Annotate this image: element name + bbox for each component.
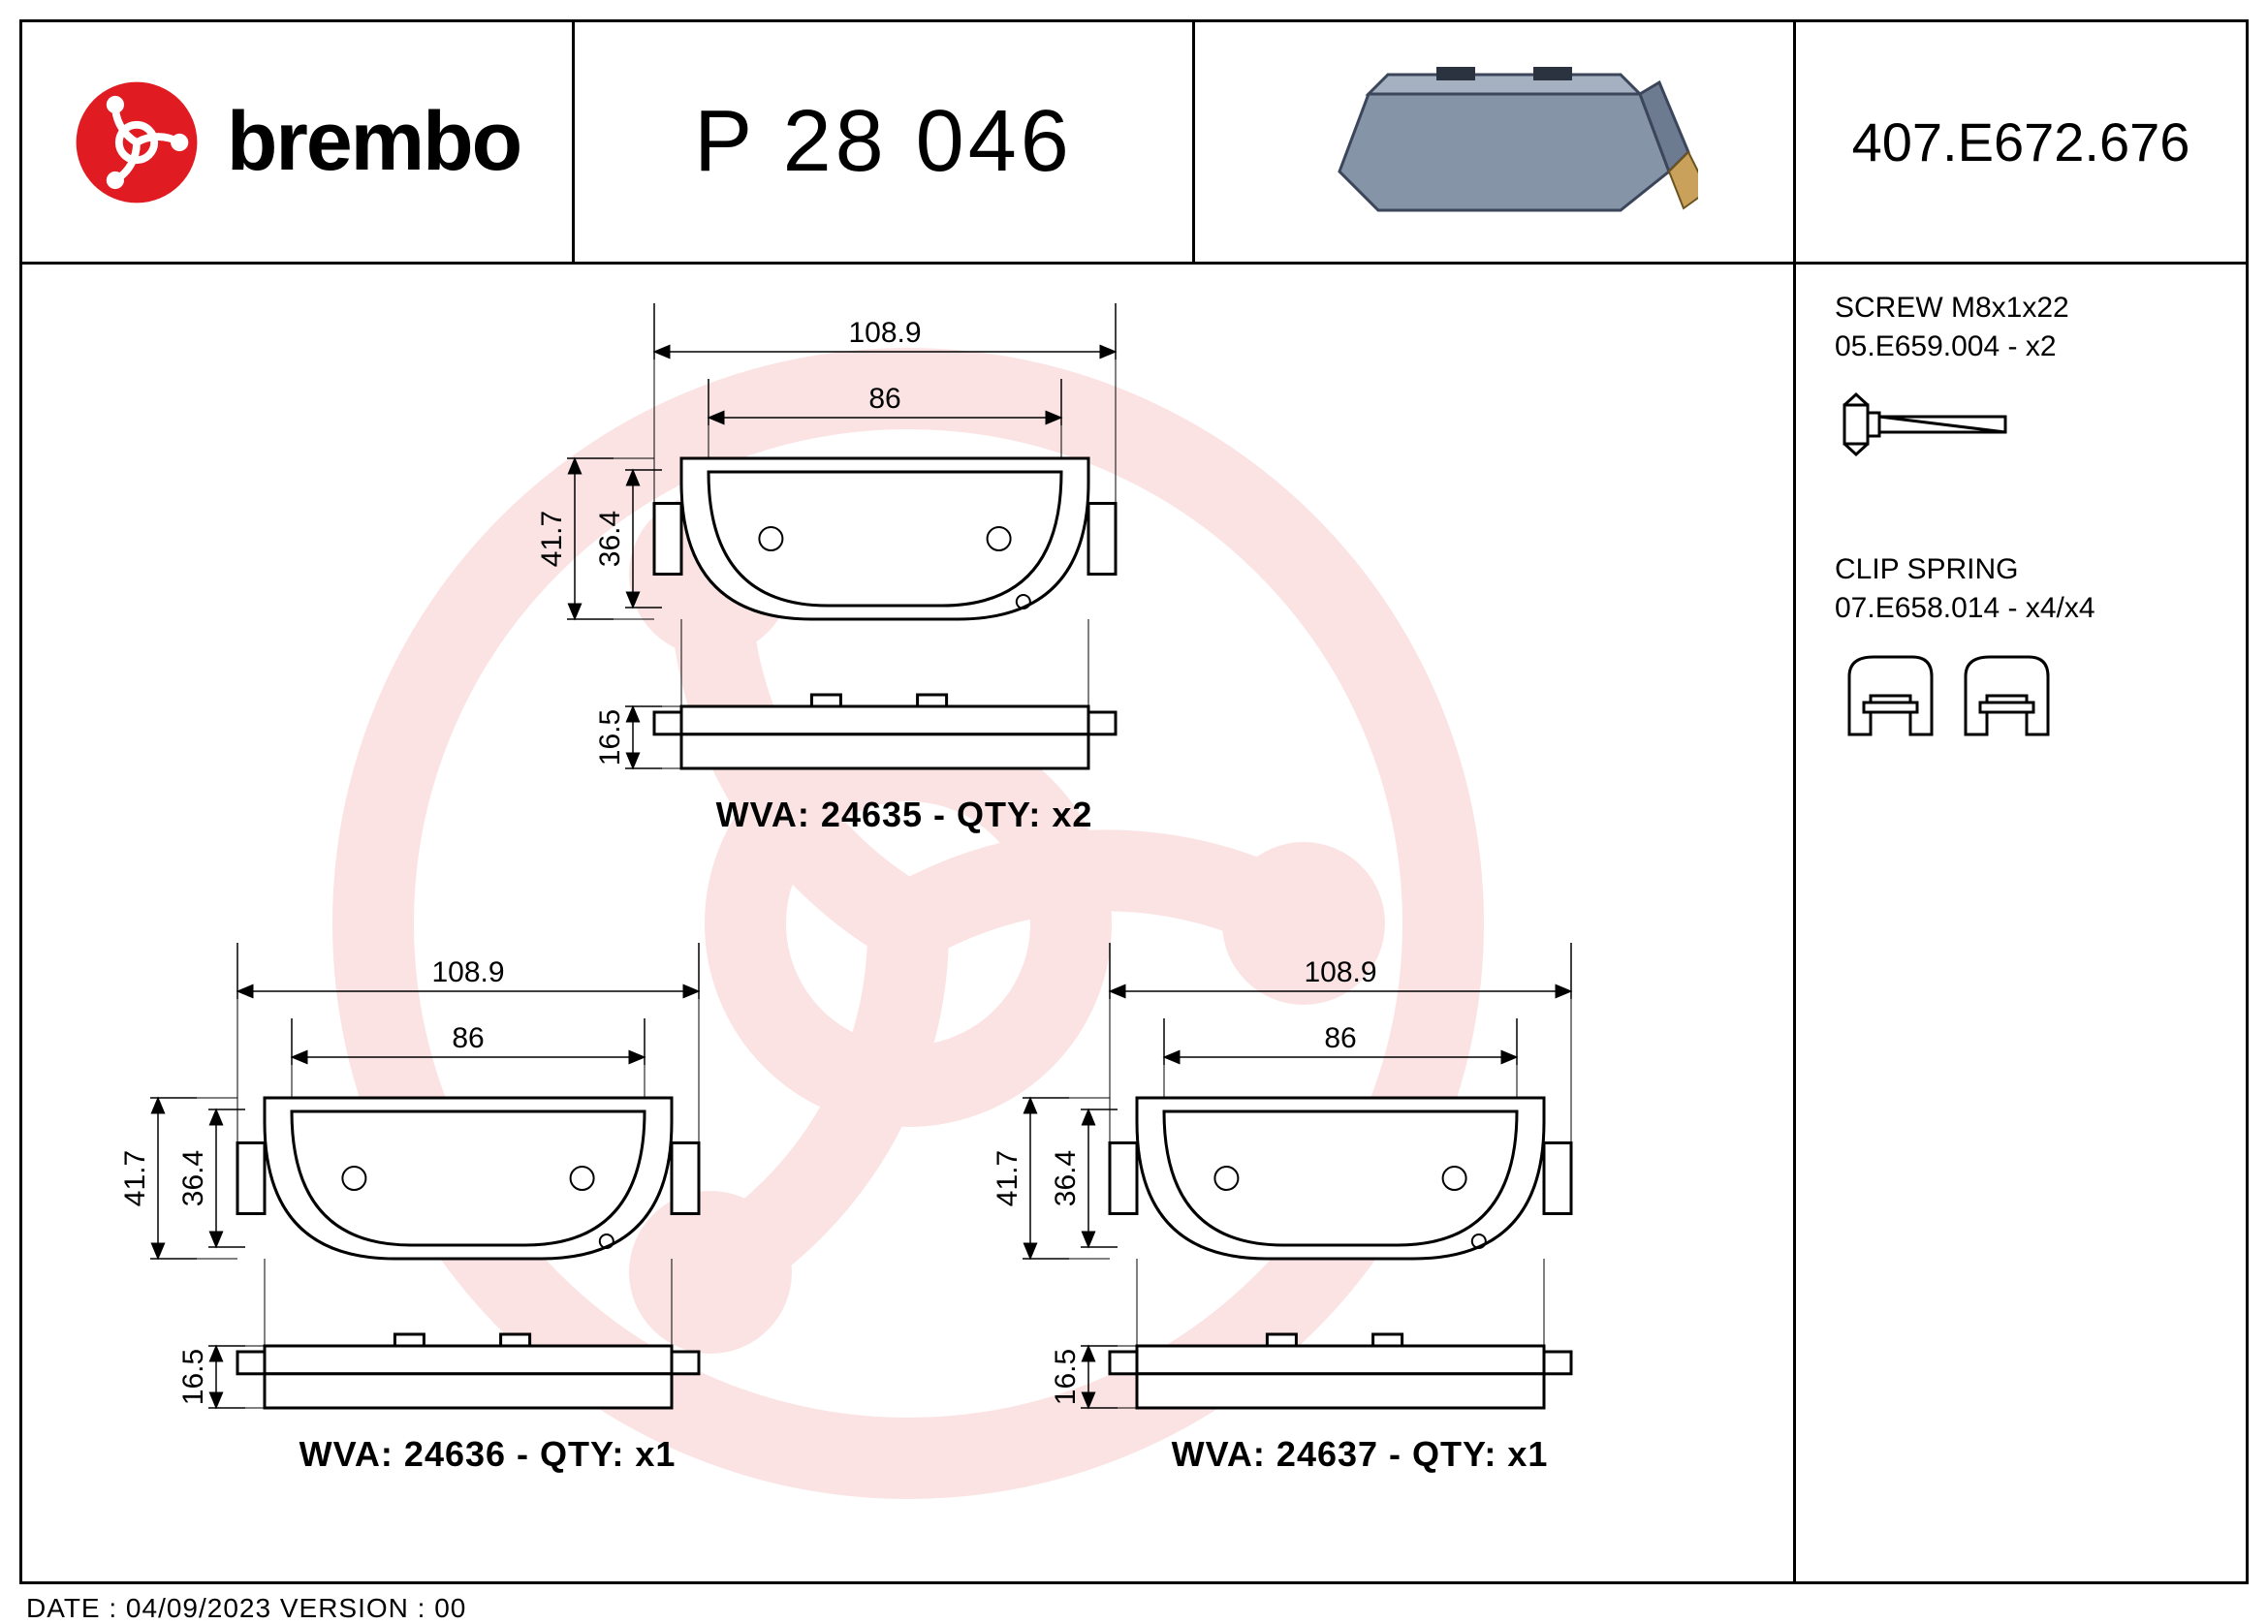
svg-text:16.5: 16.5 — [1050, 1349, 1082, 1405]
brembo-logo-icon — [74, 79, 200, 205]
brand-cell: brembo — [22, 22, 575, 262]
part-number: P 28 046 — [694, 92, 1073, 192]
accessory-ref: 05.E659.004 - x2 — [1835, 330, 2207, 363]
svg-text:108.9: 108.9 — [431, 956, 504, 988]
screw-icon — [1835, 381, 2029, 468]
svg-text:108.9: 108.9 — [848, 317, 921, 349]
body-row: 108.9 86 41.7 36.4 — [22, 265, 2246, 1581]
svg-text:36.4: 36.4 — [177, 1150, 209, 1206]
pad-view-top: 108.9 86 41.7 36.4 — [478, 303, 1311, 931]
svg-text:WVA: 24637 - QTY: x1: WVA: 24637 - QTY: x1 — [1172, 1434, 1549, 1474]
clip-spring-icon — [1835, 642, 2067, 759]
svg-text:WVA: 24636 - QTY: x1: WVA: 24636 - QTY: x1 — [299, 1434, 677, 1474]
pad-view-right: 108.9 86 41.7 36.4 — [933, 943, 1767, 1571]
svg-text:16.5: 16.5 — [177, 1349, 209, 1405]
accessory-title: SCREW M8x1x22 — [1835, 292, 2207, 325]
svg-text:41.7: 41.7 — [992, 1150, 1024, 1206]
reference-cell: 407.E672.676 — [1796, 22, 2246, 262]
brake-pad-3d-icon — [1291, 46, 1698, 239]
drawing-sheet: brembo P 28 046 407.E672.676 — [19, 19, 2249, 1584]
svg-text:86: 86 — [1324, 1022, 1356, 1054]
brand-wordmark: brembo — [227, 94, 520, 190]
reference-number: 407.E672.676 — [1852, 110, 2190, 173]
footer-text: DATE : 04/09/2023 VERSION : 00 — [26, 1593, 466, 1624]
svg-text:86: 86 — [452, 1022, 484, 1054]
svg-text:36.4: 36.4 — [1050, 1150, 1082, 1206]
render-cell — [1195, 22, 1796, 262]
accessory-title: CLIP SPRING — [1835, 553, 2207, 586]
header-row: brembo P 28 046 407.E672.676 — [22, 22, 2246, 265]
accessory-ref: 07.E658.014 - x4/x4 — [1835, 592, 2207, 625]
accessories-column: SCREW M8x1x22 05.E659.004 - x2 CLIP SPRI… — [1796, 265, 2246, 1581]
svg-text:108.9: 108.9 — [1304, 956, 1376, 988]
svg-text:41.7: 41.7 — [119, 1150, 151, 1206]
accessory-screw: SCREW M8x1x22 05.E659.004 - x2 — [1835, 292, 2207, 476]
pad-view-left: 108.9 86 41.7 36.4 — [61, 943, 895, 1571]
svg-text:41.7: 41.7 — [536, 511, 568, 567]
svg-text:WVA: 24635 - QTY: x2: WVA: 24635 - QTY: x2 — [716, 795, 1093, 834]
svg-text:16.5: 16.5 — [594, 709, 626, 765]
drawing-area: 108.9 86 41.7 36.4 — [22, 265, 1796, 1581]
svg-text:36.4: 36.4 — [594, 511, 626, 567]
svg-text:86: 86 — [868, 383, 900, 415]
part-number-cell: P 28 046 — [575, 22, 1195, 262]
accessory-clip: CLIP SPRING 07.E658.014 - x4/x4 — [1835, 553, 2207, 766]
